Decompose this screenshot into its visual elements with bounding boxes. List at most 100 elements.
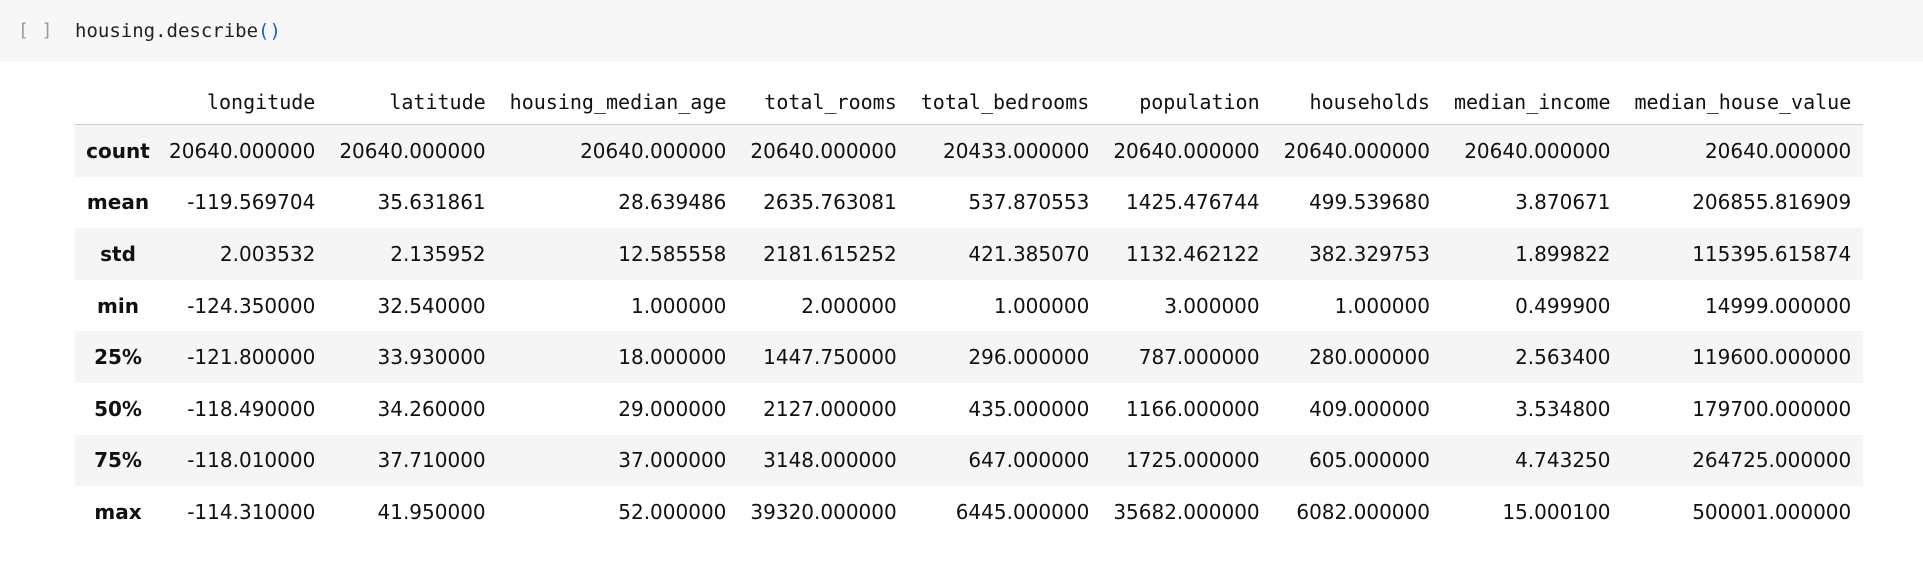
table-cell: 15.000100 [1502,499,1611,524]
table-cell: 179700.000000 [1692,396,1852,421]
table-cell: 0.499900 [1515,293,1611,318]
row-label: 75% [94,448,142,473]
table-cell: 787.000000 [1138,345,1260,370]
table-cell: 1.000000 [993,293,1090,318]
column-header: latitude [327,80,498,125]
row-label: count [86,138,150,163]
table-cell: 1.899822 [1515,241,1611,266]
run-cell-button[interactable]: [ ] [18,20,54,41]
table-cell: 435.000000 [968,396,1090,421]
table-cell: 41.950000 [377,499,486,524]
table-cell: 206855.816909 [1692,190,1852,215]
table-row: 75% -118.010000 37.710000 37.000000 3148.000… [75,434,1864,487]
table-cell: 2.563400 [1515,345,1611,370]
row-label: min [97,293,139,318]
table-cell: 4.743250 [1515,448,1611,473]
code-cell[interactable]: [ ] housing.describe() [0,0,1923,62]
table-cell: -121.800000 [187,345,316,370]
table-cell: 35.631861 [377,190,486,215]
table-cell: 296.000000 [968,345,1090,370]
table-cell: 409.000000 [1309,396,1430,421]
table-cell: 280.000000 [1309,345,1430,370]
table-cell: 20640.000000 [339,138,486,163]
dataframe-table: longitude latitude housing_median_age to… [75,80,1864,538]
table-row: min -124.350000 32.540000 1.000000 2.000000 1… [75,279,1864,332]
table-row: mean -119.569704 35.631861 28.639486 2635.76… [75,176,1864,229]
table-cell: 32.540000 [377,293,486,318]
table-cell: 2635.763081 [763,190,897,215]
table-cell: 37.710000 [377,448,486,473]
table-cell: 3.534800 [1515,396,1611,421]
table-row: count 20640.000000 20640.000000 20640.00000… [75,124,1864,177]
table-cell: 2.135952 [390,241,486,266]
column-header: households [1271,80,1442,125]
table-cell: -114.310000 [187,499,316,524]
table-cell: 20640.000000 [169,138,316,163]
table-row: std 2.003532 2.135952 12.585558 2181.615252 4… [75,228,1864,280]
table-cell: 1.000000 [630,293,727,318]
table-cell: 14999.000000 [1704,293,1852,318]
table-cell: 2181.615252 [763,241,897,266]
table-cell: 34.260000 [377,396,486,421]
table-cell: 6445.000000 [955,499,1090,524]
table-cell: -118.010000 [187,448,316,473]
table-cell: 20640.000000 [580,138,727,163]
table-cell: 1425.476744 [1126,190,1260,215]
table-cell: 1447.750000 [763,345,897,370]
table-cell: 605.000000 [1309,448,1430,473]
table-cell: 20640.000000 [1464,138,1611,163]
table-cell: 382.329753 [1309,241,1430,266]
table-cell: 1.000000 [1334,293,1430,318]
table-cell: 28.639486 [618,190,727,215]
table-cell: 1132.462122 [1126,241,1260,266]
table-row: 50% -118.490000 34.260000 29.000000 2127.000… [75,382,1864,435]
row-label: mean [86,190,150,215]
table-cell: 37.000000 [618,448,727,473]
column-header: longitude [157,80,328,125]
table-cell: -124.350000 [187,293,316,318]
table-cell: -118.490000 [187,396,316,421]
column-header: median_income [1441,80,1623,125]
table-cell: 33.930000 [377,345,486,370]
table-cell: 499.539680 [1309,190,1430,215]
row-label: max [94,499,142,524]
code-parens: () [258,20,281,42]
table-cell: 1725.000000 [1126,448,1260,473]
row-label: std [100,241,136,266]
table-cell: 3.000000 [1164,293,1260,318]
table-cell: 20640.000000 [750,138,897,163]
column-header: total_rooms [738,80,909,125]
table-cell: 1166.000000 [1126,396,1260,421]
table-cell: 18.000000 [618,345,727,370]
header-row: longitude latitude housing_median_age to… [75,80,1864,125]
row-label: 25% [94,345,142,370]
code-editor[interactable]: housing.describe() [75,20,281,42]
table-cell: 12.585558 [618,241,727,266]
table-cell: 2.003532 [219,241,316,266]
column-header: total_bedrooms [908,80,1102,125]
table-cell: 39320.000000 [750,499,897,524]
table-cell: 20640.000000 [1704,138,1852,163]
table-cell: 3.870671 [1515,190,1611,215]
table-row: 25% -121.800000 33.930000 18.000000 1447.750… [75,331,1864,383]
table-cell: 264725.000000 [1692,448,1852,473]
column-header: median_house_value [1622,80,1864,125]
table-cell: 421.385070 [968,241,1090,266]
table-cell: -119.569704 [187,190,316,215]
corner-cell [75,80,157,125]
table-cell: 500001.000000 [1692,499,1852,524]
table-cell: 3148.000000 [763,448,897,473]
table-cell: 35682.000000 [1113,499,1260,524]
table-cell: 29.000000 [618,396,727,421]
table-cell: 647.000000 [968,448,1090,473]
table-cell: 2.000000 [801,293,897,318]
table-cell: 2127.000000 [763,396,897,421]
table-cell: 537.870553 [968,190,1090,215]
table-cell: 20433.000000 [942,138,1090,163]
table-cell: 115395.615874 [1692,241,1852,266]
table-row: max -114.310000 41.950000 52.000000 39320.00… [75,486,1864,538]
code-text: housing.describe [75,20,259,42]
table-cell: 119600.000000 [1692,345,1852,370]
column-header: housing_median_age [497,80,739,125]
table-cell: 20640.000000 [1113,138,1260,163]
